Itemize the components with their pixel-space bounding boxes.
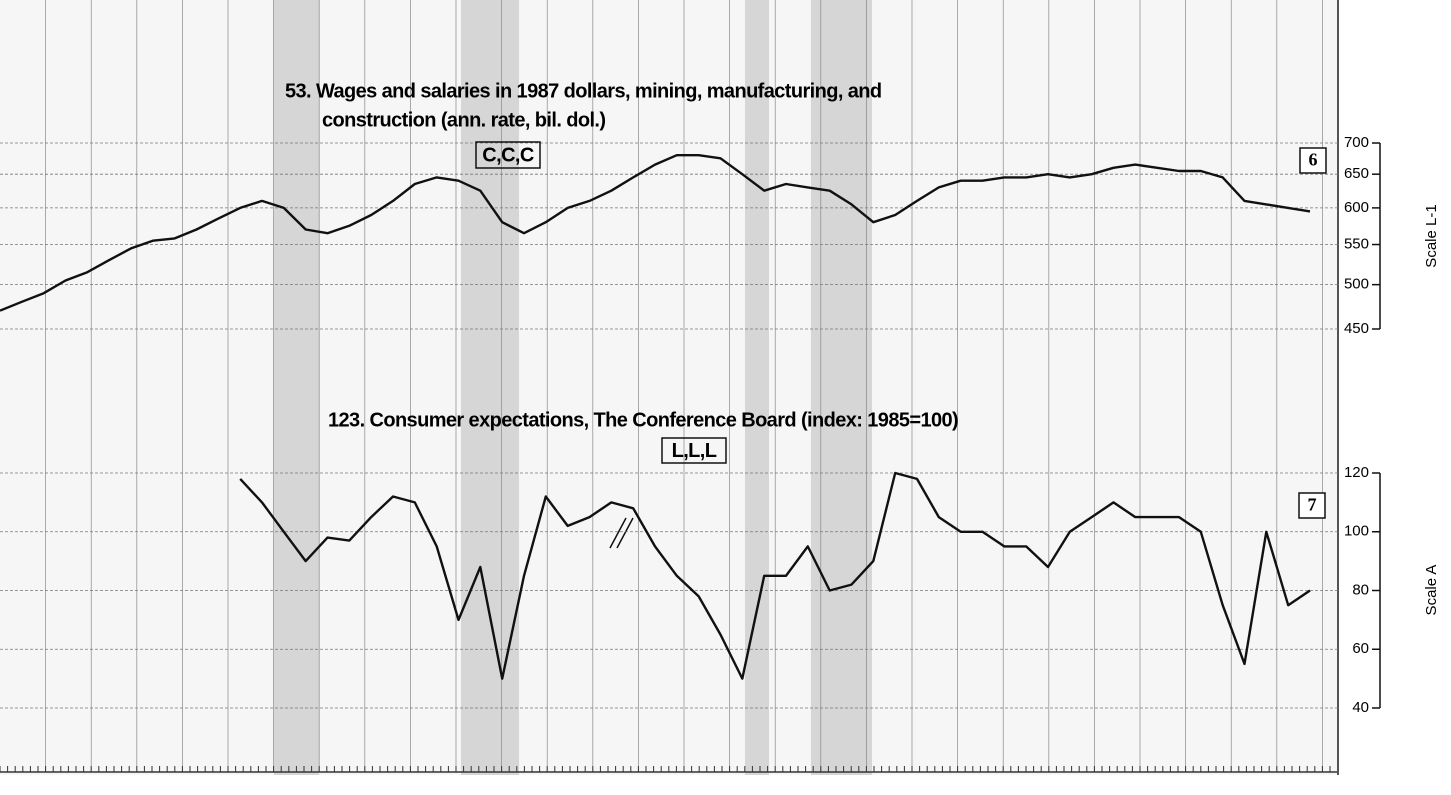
plot-background: [0, 0, 1338, 775]
y-tick-label: 600: [1344, 199, 1369, 216]
recession-band: [745, 0, 769, 775]
recession-shading: [274, 0, 872, 775]
annotation: L,L,L: [672, 440, 717, 462]
break-mark: [609, 517, 627, 549]
annotation-box: [661, 437, 727, 464]
y-tick-label: 450: [1344, 320, 1369, 337]
y-axis-label: Scale L-1: [1423, 204, 1440, 267]
vertical-grid: [45, 0, 1323, 772]
annotation-box: [475, 141, 541, 169]
y-tick-label: 100: [1344, 523, 1369, 540]
y-tick-label: 650: [1344, 165, 1369, 182]
recession-band: [811, 0, 872, 775]
chart-title: 123. Consumer expectations, The Conferen…: [328, 409, 958, 431]
break-mark: [616, 517, 634, 549]
y-tick-label: 40: [1352, 699, 1369, 716]
chart-title: construction (ann. rate, bil. dol.): [322, 109, 605, 131]
panel-number-box: [1298, 492, 1326, 519]
data-line: [239, 471, 1311, 680]
y-tick-label: 550: [1344, 235, 1369, 252]
y-tick-label: 120: [1344, 464, 1369, 481]
annotation: C,C,C: [482, 144, 534, 166]
panel-number: 6: [1309, 150, 1318, 170]
panel-number-box: [1299, 147, 1327, 174]
y-tick-label: 500: [1344, 276, 1369, 293]
data-line: [0, 154, 1311, 312]
recession-band: [274, 0, 319, 775]
y-tick-label: 700: [1344, 134, 1369, 151]
chart-title: 53. Wages and salaries in 1987 dollars, …: [285, 80, 882, 102]
series-break: [609, 517, 634, 549]
y-tick-label: 80: [1352, 581, 1369, 598]
y-axis-label: Scale A: [1423, 565, 1440, 616]
y-tick-label: 60: [1352, 640, 1369, 657]
panel-number: 7: [1308, 495, 1317, 515]
